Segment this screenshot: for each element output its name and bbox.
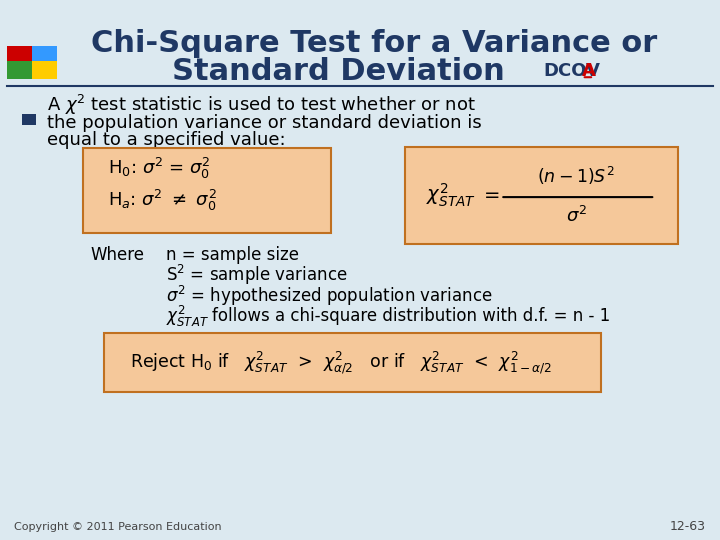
Text: =: = [484, 186, 500, 205]
Text: 12-63: 12-63 [670, 520, 706, 533]
FancyBboxPatch shape [7, 46, 32, 65]
Text: $\sigma^2$ = hypothesized population variance: $\sigma^2$ = hypothesized population var… [166, 284, 492, 308]
Text: n = sample size: n = sample size [166, 246, 299, 264]
Text: Copyright © 2011 Pearson Education: Copyright © 2011 Pearson Education [14, 522, 222, 531]
Text: the population variance or standard deviation is: the population variance or standard devi… [47, 113, 482, 132]
Text: $(n - 1)S^2$: $(n - 1)S^2$ [537, 165, 615, 186]
Text: S$^2$ = sample variance: S$^2$ = sample variance [166, 264, 347, 287]
FancyBboxPatch shape [104, 333, 601, 392]
Text: $\chi^2_{STAT}$: $\chi^2_{STAT}$ [426, 182, 476, 209]
FancyBboxPatch shape [83, 148, 331, 233]
FancyBboxPatch shape [22, 114, 36, 125]
FancyBboxPatch shape [7, 61, 32, 79]
Text: H$_0$: $\sigma^2$ = $\sigma_0^2$: H$_0$: $\sigma^2$ = $\sigma_0^2$ [108, 156, 210, 181]
FancyBboxPatch shape [32, 46, 57, 65]
Text: equal to a specified value:: equal to a specified value: [47, 131, 285, 149]
Text: Reject H$_0$ if   $\chi^2_{STAT}$  >  $\chi^2_{\alpha/2}$   or if   $\chi^2_{STA: Reject H$_0$ if $\chi^2_{STAT}$ > $\chi^… [130, 349, 552, 376]
Text: A: A [582, 62, 595, 80]
Text: $\sigma^2$: $\sigma^2$ [565, 206, 587, 226]
Text: DCOV: DCOV [543, 62, 600, 80]
Text: follows a chi-square distribution with d.f. = n - 1: follows a chi-square distribution with d… [212, 307, 611, 326]
Text: H$_a$: $\sigma^2$ $\neq$ $\sigma_0^2$: H$_a$: $\sigma^2$ $\neq$ $\sigma_0^2$ [108, 188, 217, 213]
FancyBboxPatch shape [405, 147, 678, 244]
FancyBboxPatch shape [32, 61, 57, 79]
Text: $\chi^2_{STAT}$: $\chi^2_{STAT}$ [166, 304, 209, 329]
Text: Chi-Square Test for a Variance or: Chi-Square Test for a Variance or [91, 29, 657, 58]
Text: Standard Deviation: Standard Deviation [172, 57, 505, 86]
Text: Where: Where [90, 246, 144, 264]
Text: A $\chi^2$ test statistic is used to test whether or not: A $\chi^2$ test statistic is used to tes… [47, 93, 476, 117]
